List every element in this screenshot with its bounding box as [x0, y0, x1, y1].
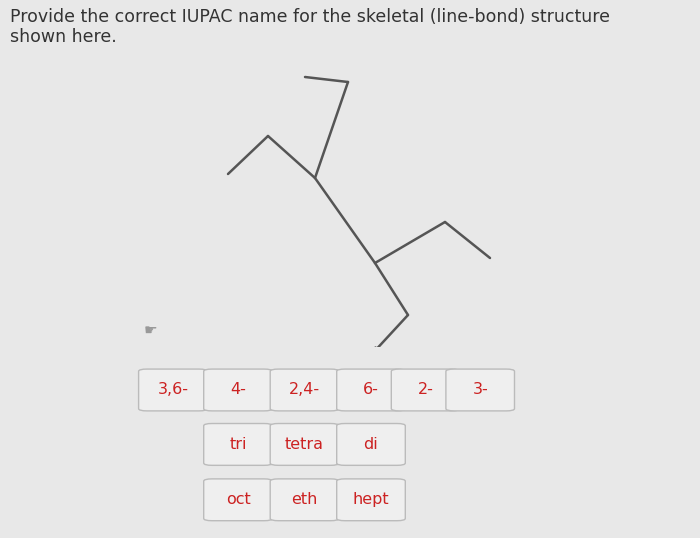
Text: 3,6-: 3,6-	[158, 383, 188, 398]
Text: hept: hept	[353, 492, 389, 507]
FancyBboxPatch shape	[446, 369, 514, 411]
FancyBboxPatch shape	[270, 479, 339, 521]
Text: tri: tri	[230, 437, 247, 452]
Text: shown here.: shown here.	[10, 28, 117, 46]
Text: 3-: 3-	[473, 383, 488, 398]
Text: 2-: 2-	[418, 383, 433, 398]
Text: 6-: 6-	[363, 383, 379, 398]
FancyBboxPatch shape	[270, 369, 339, 411]
Text: tetra: tetra	[285, 437, 324, 452]
FancyBboxPatch shape	[337, 423, 405, 465]
Text: eth: eth	[291, 492, 318, 507]
FancyBboxPatch shape	[337, 479, 405, 521]
FancyBboxPatch shape	[204, 369, 272, 411]
FancyBboxPatch shape	[139, 369, 207, 411]
Text: ☛: ☛	[144, 322, 158, 337]
Text: 2,4-: 2,4-	[289, 383, 320, 398]
Text: 4-: 4-	[230, 383, 246, 398]
FancyBboxPatch shape	[270, 423, 339, 465]
Text: Provide the correct IUPAC name for the skeletal (line-bond) structure: Provide the correct IUPAC name for the s…	[10, 8, 610, 26]
FancyBboxPatch shape	[204, 423, 272, 465]
FancyBboxPatch shape	[204, 479, 272, 521]
Text: di: di	[363, 437, 379, 452]
FancyBboxPatch shape	[391, 369, 460, 411]
Text: oct: oct	[225, 492, 251, 507]
FancyBboxPatch shape	[337, 369, 405, 411]
